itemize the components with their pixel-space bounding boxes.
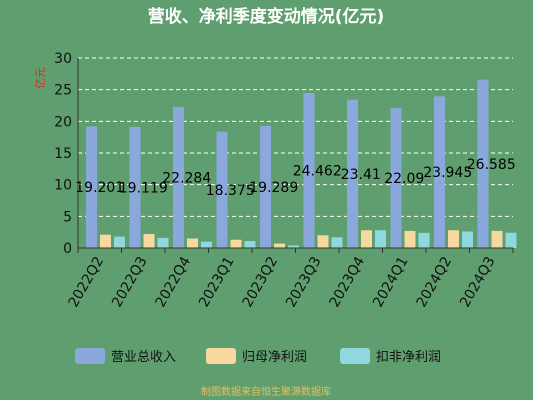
x-tick-label: 2023Q1 xyxy=(196,254,238,310)
data-label: 22.09 xyxy=(384,171,424,187)
x-tick-label: 2024Q3 xyxy=(457,254,499,310)
x-tick-label: 2024Q1 xyxy=(370,254,412,310)
data-label: 18.375 xyxy=(206,183,255,199)
bar-营业总收入-2023Q4 xyxy=(347,99,358,248)
bar-营业总收入-2022Q2 xyxy=(86,126,97,248)
legend-label: 营业总收入 xyxy=(111,350,176,365)
y-tick-label: 0 xyxy=(63,241,72,257)
x-tick-label: 2023Q2 xyxy=(240,254,282,310)
y-axis-unit-label: 亿元 xyxy=(34,67,47,89)
bar-营业总收入-2022Q4 xyxy=(173,106,184,248)
bar-归母净利润-2023Q4 xyxy=(361,230,372,248)
bar-归母净利润-2024Q3 xyxy=(491,230,503,248)
data-label: 23.945 xyxy=(423,165,472,181)
source-footer: 制图数据来自恒生聚源数据库 xyxy=(201,385,331,398)
bar-归母净利润-2022Q2 xyxy=(100,234,111,248)
bar-扣非净利润-2023Q4 xyxy=(375,230,386,248)
data-label: 24.462 xyxy=(293,164,342,180)
bar-营业总收入-2023Q2 xyxy=(260,125,271,248)
bar-扣非净利润-2024Q1 xyxy=(418,232,430,248)
bar-归母净利润-2023Q2 xyxy=(274,243,285,248)
bar-营业总收入-2022Q3 xyxy=(129,126,141,248)
bar-扣非净利润-2022Q3 xyxy=(157,237,169,248)
legend-label: 扣非净利润 xyxy=(376,350,441,365)
bar-营业总收入-2024Q2 xyxy=(434,96,445,249)
data-label: 19.119 xyxy=(119,180,168,196)
bar-扣非净利润-2024Q3 xyxy=(505,232,517,248)
chart-title: 营收、净利季度变动情况(亿元) xyxy=(148,6,385,27)
x-tick-label: 2024Q2 xyxy=(414,254,456,310)
y-tick-label: 20 xyxy=(54,114,72,130)
x-tick-label: 2022Q2 xyxy=(66,254,108,310)
x-tick-label: 2022Q3 xyxy=(109,254,151,310)
bar-归母净利润-2022Q3 xyxy=(143,234,155,248)
data-label: 22.284 xyxy=(162,170,211,186)
legend-swatch xyxy=(340,348,370,364)
data-label: 19.201 xyxy=(75,180,124,196)
y-tick-label: 5 xyxy=(63,209,72,225)
y-tick-label: 25 xyxy=(54,83,72,99)
bar-营业总收入-2024Q1 xyxy=(390,108,402,248)
y-tick-label: 15 xyxy=(54,146,72,162)
legend-swatch xyxy=(75,348,105,364)
data-label: 26.585 xyxy=(467,157,516,173)
bar-营业总收入-2023Q3 xyxy=(303,93,315,248)
data-label: 23.41 xyxy=(341,167,381,183)
y-tick-label: 30 xyxy=(54,51,72,67)
y-tick-label: 10 xyxy=(54,178,72,194)
x-tick-label: 2022Q4 xyxy=(153,254,195,310)
bar-扣非净利润-2023Q3 xyxy=(331,237,343,248)
bar-归母净利润-2024Q2 xyxy=(448,230,459,248)
bar-扣非净利润-2023Q1 xyxy=(244,241,256,248)
legend-label: 归母净利润 xyxy=(242,350,307,365)
bar-归母净利润-2024Q1 xyxy=(404,230,416,248)
bar-归母净利润-2022Q4 xyxy=(187,238,198,248)
legend-swatch xyxy=(206,348,236,364)
bar-扣非净利润-2023Q2 xyxy=(288,245,299,248)
x-tick-label: 2023Q3 xyxy=(283,254,325,310)
bar-扣非净利润-2022Q2 xyxy=(114,236,125,248)
bar-归母净利润-2023Q1 xyxy=(230,239,242,248)
x-tick-label: 2023Q4 xyxy=(327,254,369,310)
bar-扣非净利润-2022Q4 xyxy=(201,241,212,248)
data-label: 19.289 xyxy=(249,180,298,196)
bar-营业总收入-2024Q3 xyxy=(477,79,489,249)
bar-归母净利润-2023Q3 xyxy=(317,235,329,248)
bar-扣非净利润-2024Q2 xyxy=(462,231,473,248)
bar-营业总收入-2023Q1 xyxy=(216,131,228,248)
